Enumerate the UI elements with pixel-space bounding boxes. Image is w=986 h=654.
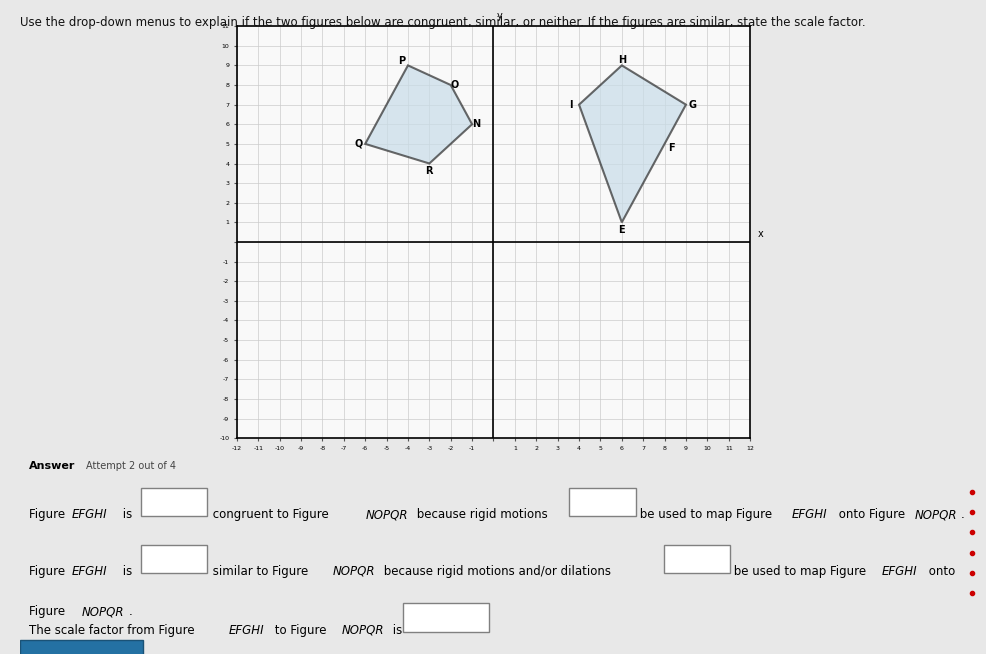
FancyBboxPatch shape [569,488,635,516]
Text: O: O [451,80,458,90]
Text: onto Figure: onto Figure [834,508,907,521]
Text: ∨: ∨ [171,497,177,507]
Polygon shape [579,65,685,222]
Text: 1/2: 1/2 [417,624,442,634]
Text: G: G [687,99,696,110]
Text: H: H [617,54,625,65]
Text: similar to Figure: similar to Figure [209,565,312,577]
Text: ∨: ∨ [467,613,475,623]
Text: R: R [425,166,433,177]
Text: to Figure: to Figure [270,624,329,636]
FancyBboxPatch shape [141,545,207,573]
Text: Q: Q [354,139,363,149]
Text: congruent to Figure: congruent to Figure [209,508,332,521]
Text: P: P [397,56,404,67]
Text: N: N [472,119,480,129]
FancyBboxPatch shape [403,603,488,632]
Text: .: . [959,508,963,521]
Text: because rigid motions: because rigid motions [412,508,551,521]
Text: can: can [677,565,698,575]
Text: NOPQR: NOPQR [81,606,123,618]
Text: NOPQR: NOPQR [914,508,956,521]
FancyBboxPatch shape [20,640,143,654]
Text: be used to map Figure: be used to map Figure [730,565,870,577]
Text: EFGHI: EFGHI [791,508,826,521]
Text: Use the drop-down menus to explain if the two figures below are congruent, simil: Use the drop-down menus to explain if th… [20,16,865,29]
Text: Figure: Figure [30,565,69,577]
FancyBboxPatch shape [664,545,730,573]
Text: Figure: Figure [30,508,69,521]
Text: E: E [618,225,624,235]
Text: ∨: ∨ [617,497,624,507]
Text: EFGHI: EFGHI [72,565,107,577]
Text: Figure: Figure [30,606,69,618]
Text: ∨: ∨ [171,554,177,564]
Text: The scale factor from Figure: The scale factor from Figure [30,624,198,636]
Polygon shape [365,65,471,164]
Text: is: is [119,508,132,521]
Text: ∨: ∨ [712,554,719,564]
FancyBboxPatch shape [141,488,207,516]
Text: can: can [583,508,603,518]
Text: .: . [128,606,132,618]
Text: I: I [568,99,572,110]
Text: because rigid motions and/or dilations: because rigid motions and/or dilations [380,565,614,577]
Text: EFGHI: EFGHI [72,508,107,521]
Text: Attempt 2 out of 4: Attempt 2 out of 4 [86,462,176,472]
Text: NOPQR: NOPQR [365,508,407,521]
Text: EFGHI: EFGHI [228,624,263,636]
Text: is: is [388,624,406,636]
Text: NOPQR: NOPQR [332,565,375,577]
Text: onto: onto [924,565,953,577]
Text: be used to map Figure: be used to map Figure [635,508,775,521]
Text: NOPQR: NOPQR [341,624,384,636]
Text: Answer: Answer [30,462,76,472]
Text: EFGHI: EFGHI [881,565,917,577]
Text: x: x [757,229,763,239]
Text: y: y [496,11,502,22]
Text: is: is [119,565,132,577]
Text: Submit Answer: Submit Answer [36,653,125,654]
Text: F: F [667,143,673,153]
